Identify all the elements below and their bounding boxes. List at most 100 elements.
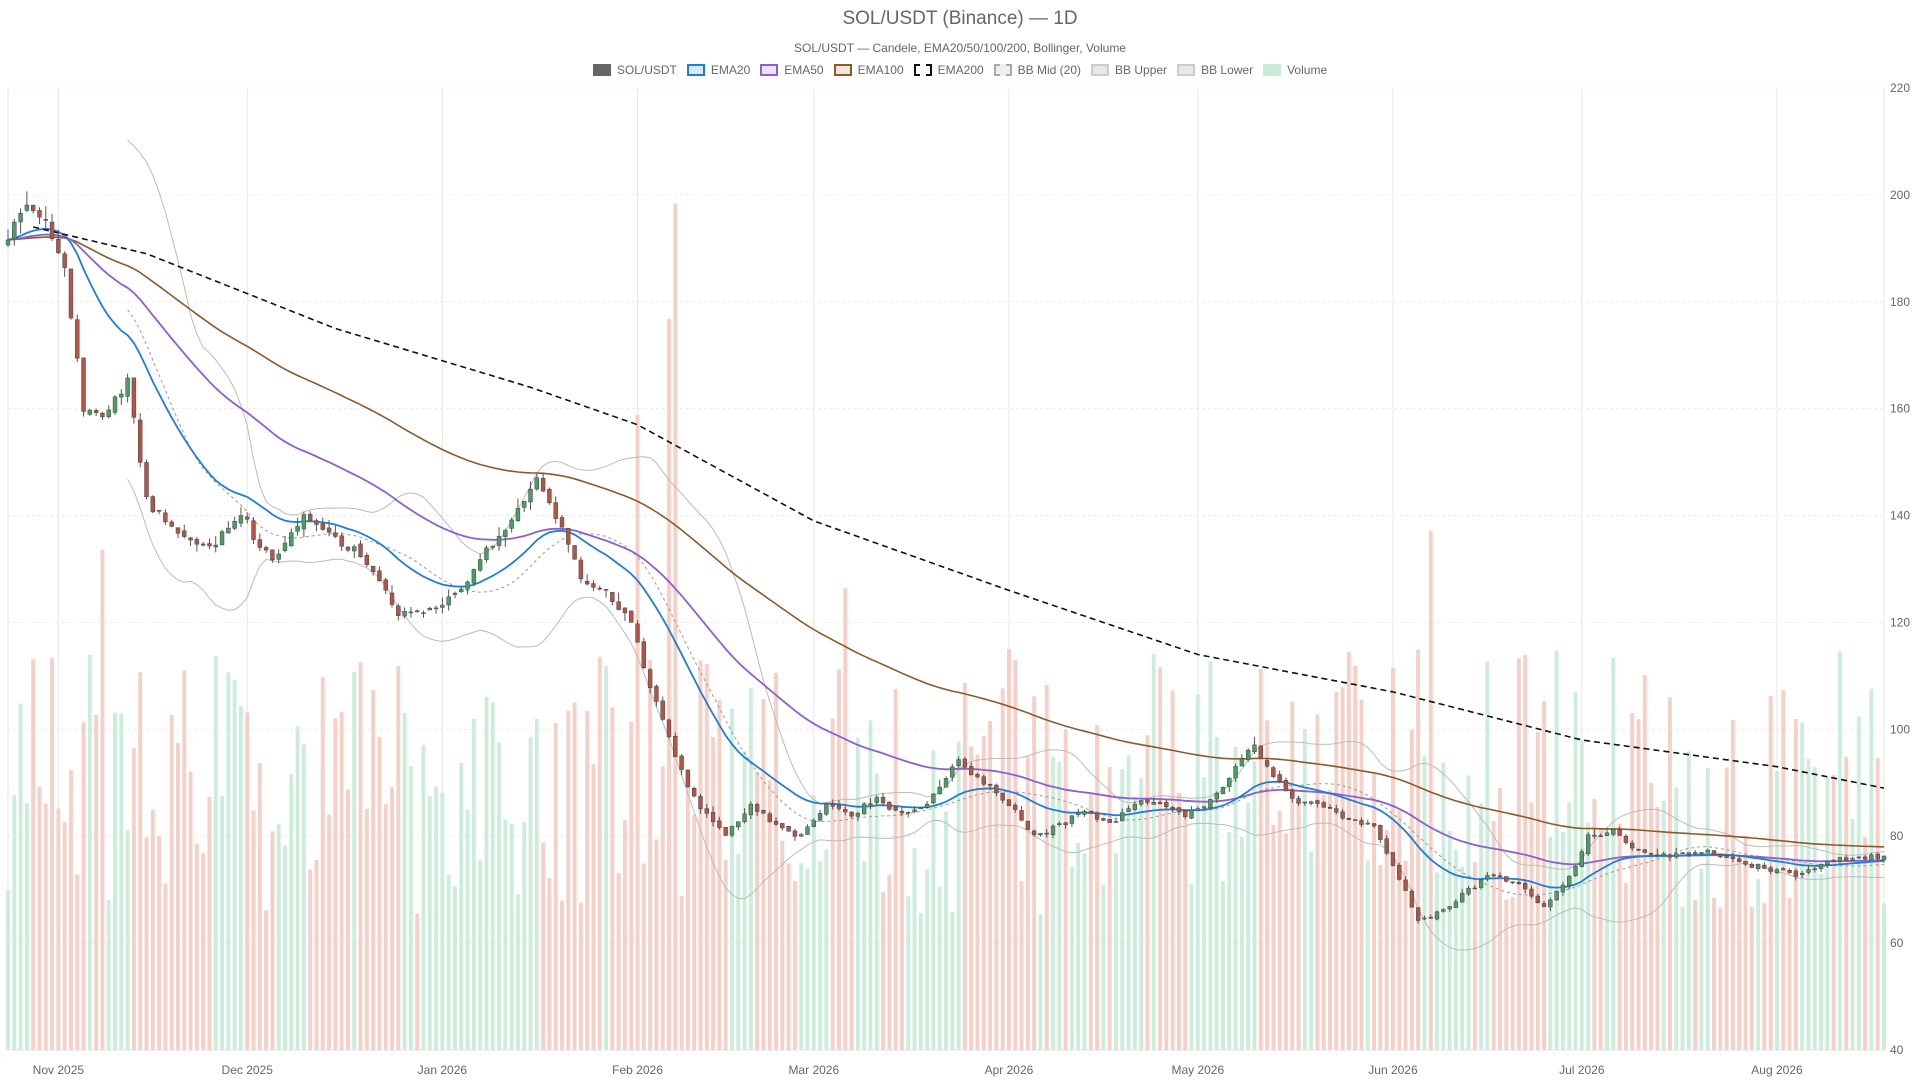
candle-body <box>792 830 798 837</box>
legend-item[interactable]: BB Lower <box>1177 63 1253 77</box>
volume-bar <box>1315 714 1320 1050</box>
volume-bar <box>220 796 224 1050</box>
candle-body <box>1031 830 1037 836</box>
candle-body <box>1201 806 1207 809</box>
volume-bar <box>830 718 835 1050</box>
legend-item[interactable]: EMA200 <box>913 63 984 77</box>
x-tick-label: May 2026 <box>1171 1063 1224 1077</box>
volume-bar <box>874 773 879 1050</box>
candle-body <box>736 821 741 828</box>
volume-bar <box>56 808 61 1050</box>
volume-bar <box>1013 659 1018 1050</box>
candle-body <box>452 592 458 595</box>
volume-bar <box>862 861 867 1050</box>
candle-body <box>924 803 930 808</box>
volume-bar <box>1334 691 1339 1050</box>
volume-bar <box>1579 740 1584 1050</box>
volume-bar <box>522 822 527 1050</box>
volume-bar <box>138 672 143 1050</box>
candle-body <box>1862 856 1868 860</box>
candle-body <box>75 319 80 359</box>
legend-swatch <box>1091 64 1110 76</box>
volume-bar <box>1114 853 1118 1050</box>
volume-bar <box>578 902 583 1050</box>
volume-bar <box>1762 903 1767 1050</box>
candle-body <box>887 801 892 810</box>
volume-bar <box>541 842 546 1050</box>
volume-bar <box>320 677 325 1050</box>
candle-body <box>1699 852 1704 854</box>
volume-bar <box>1057 762 1062 1050</box>
candle-body <box>131 377 137 418</box>
candle-body <box>1648 853 1654 855</box>
candle-body <box>490 545 495 548</box>
candle-body <box>1239 758 1245 767</box>
legend-item[interactable]: BB Mid (20) <box>993 63 1082 77</box>
candle-body <box>1403 879 1408 891</box>
volume-bar <box>1290 701 1295 1050</box>
candle-body <box>1812 868 1817 870</box>
legend-item[interactable]: Volume <box>1263 63 1327 77</box>
legend-label: EMA100 <box>857 63 904 77</box>
volume-bar <box>1032 696 1037 1050</box>
volume-bar <box>434 786 439 1050</box>
volume-bar <box>711 737 716 1050</box>
candle-body <box>1655 854 1660 857</box>
volume-bar <box>497 742 501 1050</box>
legend-item[interactable]: SOL/USDT <box>592 63 677 77</box>
volume-bar <box>383 804 388 1050</box>
volume-bar <box>1686 751 1691 1050</box>
candle-body <box>1283 780 1289 792</box>
volume-bar <box>1195 694 1200 1050</box>
volume-bar <box>1107 767 1112 1050</box>
legend-label: BB Lower <box>1201 63 1254 77</box>
volume-bar <box>1560 831 1565 1050</box>
candle-body <box>1208 799 1213 809</box>
candle-body <box>119 393 124 398</box>
legend-item[interactable]: EMA100 <box>833 63 904 77</box>
legend-label: BB Mid (20) <box>1017 63 1082 77</box>
volume-bar <box>1479 802 1484 1050</box>
candle-body <box>1308 801 1314 804</box>
candle-body <box>836 805 842 809</box>
volume-bar <box>333 718 338 1050</box>
candle-body <box>899 810 905 814</box>
volume-bar <box>1548 837 1553 1050</box>
volume-bar <box>1460 866 1465 1050</box>
volume-bars <box>6 203 1886 1051</box>
chart-subtitle: SOL/USDT — Candele, EMA20/50/100/200, Bo… <box>794 41 1126 55</box>
candle-body <box>994 784 999 794</box>
volume-bar <box>176 743 180 1050</box>
legend-item[interactable]: EMA50 <box>760 63 824 77</box>
candle-body <box>1642 849 1647 853</box>
volume-bar <box>761 699 766 1050</box>
volume-bar <box>597 656 602 1050</box>
volume-bar <box>1863 837 1868 1050</box>
candle-body <box>30 204 36 211</box>
y-tick-label: 100 <box>1890 722 1910 736</box>
legend-item[interactable]: EMA20 <box>686 63 750 77</box>
candle-body <box>62 253 67 268</box>
volume-bar <box>994 789 999 1050</box>
candle-body <box>1541 903 1547 907</box>
volume-bar <box>742 751 747 1050</box>
volume-bar <box>1661 800 1666 1050</box>
legend-item[interactable]: BB Upper <box>1091 63 1167 77</box>
chart-legend: SOL/USDT EMA20 EMA50 EMA100 EMA200 BB Mid (20… <box>0 63 1920 77</box>
volume-bar <box>1844 756 1849 1050</box>
candle-body <box>1164 802 1169 808</box>
candle-body <box>861 803 867 815</box>
volume-bar <box>849 811 854 1050</box>
candle-body <box>981 776 986 785</box>
candle-body <box>522 501 527 508</box>
volume-bar <box>1724 767 1729 1050</box>
legend-label: SOL/USDT <box>616 63 677 77</box>
candle-body <box>584 581 590 585</box>
candle-body <box>1013 804 1018 810</box>
candle-body <box>729 825 735 836</box>
volume-bar <box>251 810 256 1050</box>
candle-body <box>1806 869 1811 873</box>
candle-body <box>603 589 609 591</box>
candle-body <box>704 808 709 814</box>
volume-bar <box>276 824 281 1050</box>
